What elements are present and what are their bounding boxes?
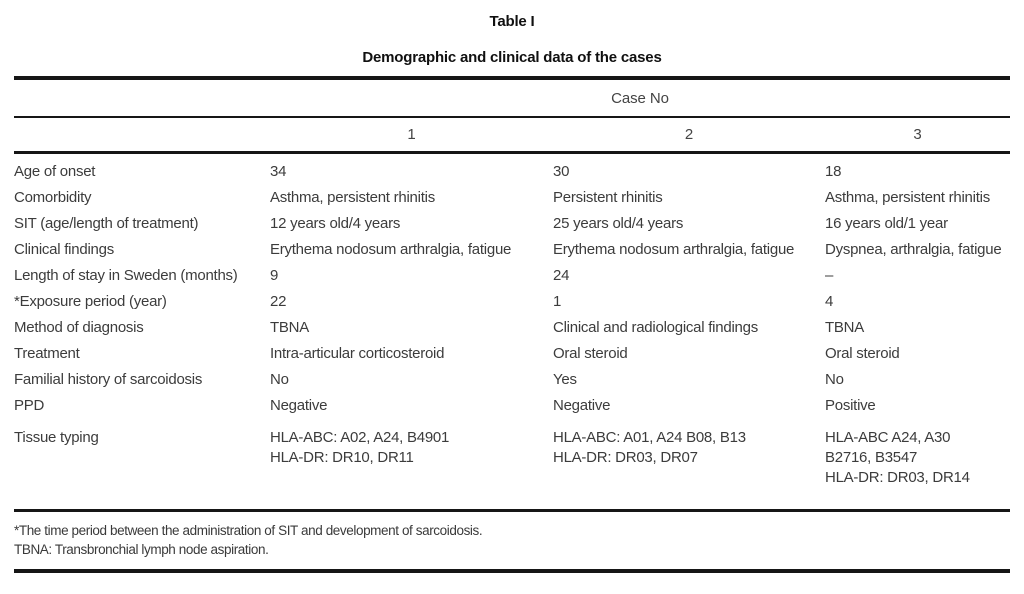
case1-value: Intra-articular corticosteroid [270,345,445,362]
footnotes: *The time period between the administrat… [14,512,1010,569]
table-row-ppd: PPD Negative Negative Positive [14,393,1010,419]
footnote-tbna: TBNA: Transbronchial lymph node aspirati… [14,542,269,557]
row-label: Method of diagnosis [14,319,144,336]
case2-value: 1 [553,293,562,310]
case1-value: TBNA [270,319,310,336]
case3-value: Dyspnea, arthralgia, fatigue [825,241,1002,258]
header-case-3: 3 [913,126,922,143]
rule-above-footnotes [14,509,1010,512]
case3-value: Positive [825,397,876,414]
rule-under-case-no [14,116,1010,118]
case3-value: HLA-ABC A24, A30 B2716, B3547 HLA-DR: DR… [825,429,970,486]
table-row-method-of-diagnosis: Method of diagnosis TBNA Clinical and ra… [14,315,1010,341]
case3-value: No [825,371,844,388]
row-label: Age of onset [14,163,96,180]
table-row-sit: SIT (age/length of treatment) 12 years o… [14,211,1010,237]
row-label: Tissue typing [14,429,99,446]
table-row-comorbidity: Comorbidity Asthma, persistent rhinitis … [14,185,1010,211]
row-label: Comorbidity [14,189,92,206]
table-row-length-of-stay: Length of stay in Sweden (months) 9 24 – [14,263,1010,289]
row-label: *Exposure period (year) [14,293,167,310]
case2-value: 24 [553,267,570,284]
case1-value: No [270,371,289,388]
case1-value: 34 [270,163,287,180]
case1-value: 22 [270,293,287,310]
table-row-exposure-period: *Exposure period (year) 22 1 4 [14,289,1010,315]
case2-value: Yes [553,371,577,388]
header-group-row: Case No [14,80,1010,116]
case2-value: Persistent rhinitis [553,189,663,206]
case3-value: 4 [825,293,834,310]
row-label: Treatment [14,345,80,362]
footnote-exposure: *The time period between the administrat… [14,523,483,538]
table-row-tissue-typing: Tissue typing HLA-ABC: A02, A24, B4901 H… [14,419,1010,488]
case3-value: – [825,267,834,284]
case2-value: 25 years old/4 years [553,215,684,232]
header-numbers-row: 1 2 3 [14,118,1010,151]
table-row-treatment: Treatment Intra-articular corticosteroid… [14,341,1010,367]
table-subtitle: Demographic and clinical data of the cas… [362,49,662,66]
case1-value: 12 years old/4 years [270,215,401,232]
case3-value: Oral steroid [825,345,900,362]
table-row-clinical-findings: Clinical findings Erythema nodosum arthr… [14,237,1010,263]
header-case-1: 1 [407,126,416,143]
rule-under-header [14,151,1010,154]
case3-value: TBNA [825,319,865,336]
case2-value: Negative [553,397,611,414]
header-case-2: 2 [684,126,694,143]
case3-value: Asthma, persistent rhinitis [825,189,990,206]
rule-top [14,76,1010,80]
case1-value: Asthma, persistent rhinitis [270,189,435,206]
body-bottom-gap [14,488,1010,509]
case2-value: HLA-ABC: A01, A24 B08, B13 HLA-DR: DR03,… [553,429,746,466]
row-label: Clinical findings [14,241,114,258]
table-row-age-of-onset: Age of onset 34 30 18 [14,159,1010,185]
table-title: Table I [489,13,535,30]
case2-value: 30 [553,163,570,180]
row-label: Length of stay in Sweden (months) [14,267,238,284]
case1-value: Erythema nodosum arthralgia, fatigue [270,241,512,258]
rule-bottom [14,569,1010,573]
row-label: Familial history of sarcoidosis [14,371,203,388]
case3-value: 18 [825,163,842,180]
row-label: SIT (age/length of treatment) [14,215,199,232]
case1-value: HLA-ABC: A02, A24, B4901 HLA-DR: DR10, D… [270,429,450,466]
case2-value: Clinical and radiological findings [553,319,758,336]
case3-value: 16 years old/1 year [825,215,948,232]
case2-value: Oral steroid [553,345,628,362]
case1-value: Negative [270,397,328,414]
case2-value: Erythema nodosum arthralgia, fatigue [553,241,795,258]
table-row-familial-history: Familial history of sarcoidosis No Yes N… [14,367,1010,393]
header-case-no-label: Case No [611,89,669,107]
case1-value: 9 [270,267,279,284]
data-table: Case No 1 2 3 Age of onset 34 30 18 Como… [14,76,1010,573]
table-body: Age of onset 34 30 18 Comorbidity Asthma… [14,154,1010,509]
row-label: PPD [14,397,45,414]
